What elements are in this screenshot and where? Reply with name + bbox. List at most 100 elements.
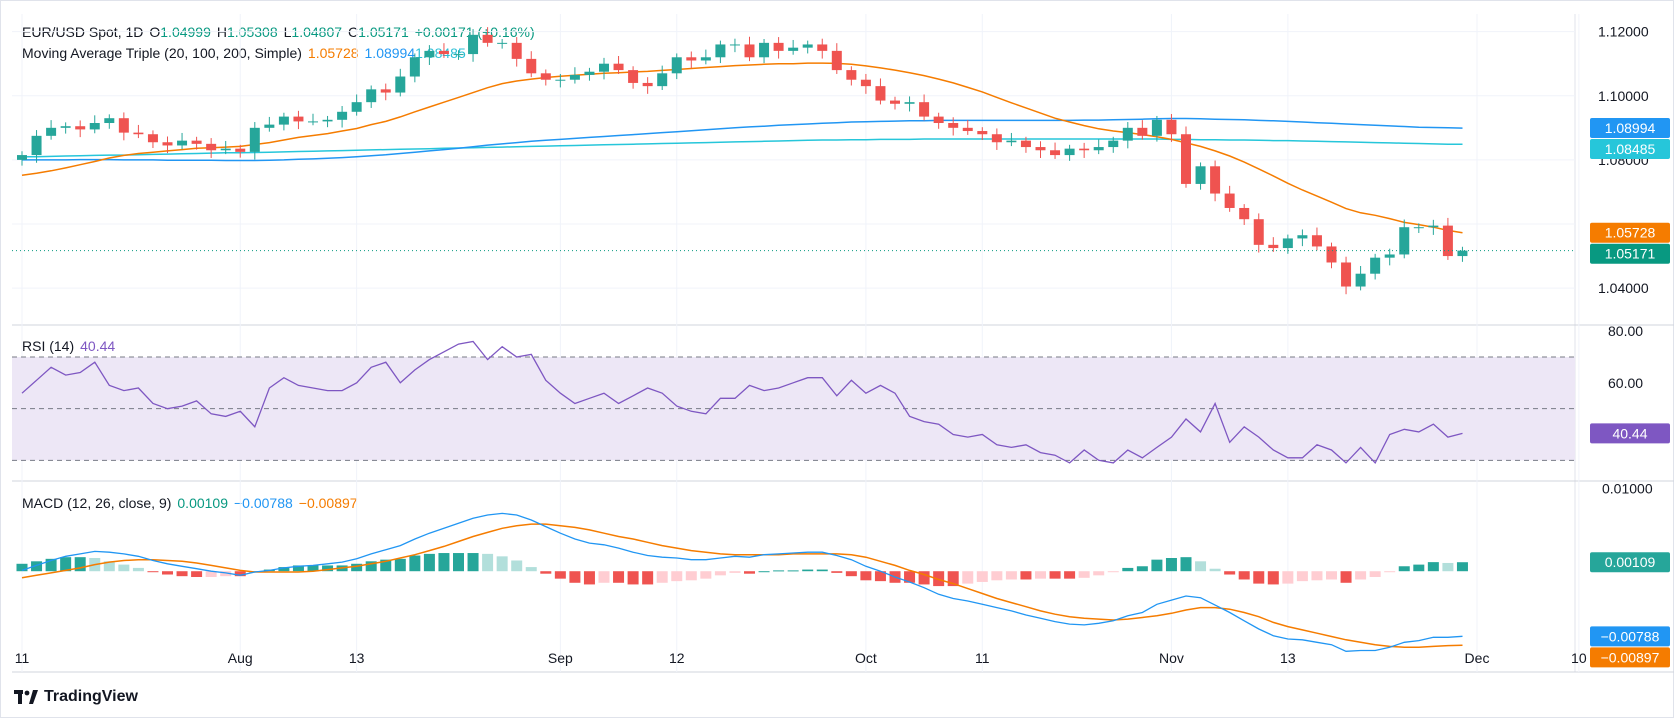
macd-histogram-bar (583, 571, 595, 585)
macd-histogram-bar (816, 569, 828, 572)
candle-body (497, 42, 508, 44)
candle-body (468, 34, 479, 55)
macd-histogram-bar (1035, 571, 1046, 579)
candle-body (729, 44, 740, 46)
candle-body (1006, 140, 1017, 143)
candle-body (846, 70, 857, 80)
macd-histogram-bar (613, 571, 625, 583)
macd-histogram-bar (1180, 557, 1192, 572)
ma100-value: 1.08994 (364, 45, 416, 61)
x-tick-label: 10 (1571, 650, 1587, 666)
candle-body (60, 126, 71, 128)
candle-body (1384, 254, 1395, 258)
rsi-legend: RSI (14) 40.44 (22, 337, 121, 355)
ma20-line (21, 62, 1463, 234)
candle-body (759, 42, 770, 58)
macd-histogram-bar (729, 571, 741, 573)
candle-body (977, 131, 988, 135)
rsi-band (12, 357, 1575, 461)
rsi-y-tick-label: 80.00 (1608, 323, 1643, 339)
candle-body (657, 73, 668, 87)
candle-body (700, 57, 711, 61)
candle-body (1137, 127, 1148, 136)
macd-histogram-bar (540, 571, 552, 574)
candle-body (555, 79, 566, 81)
macd-histogram-bar (423, 553, 435, 572)
macd-histogram-bar (1005, 571, 1017, 580)
candle-body (1181, 134, 1191, 184)
candle-body (482, 34, 493, 43)
macd-line-value: −0.00788 (234, 495, 293, 511)
macd-histogram-bar (1064, 571, 1076, 579)
macd-histogram-bar (1369, 571, 1381, 577)
x-tick-label: 12 (669, 650, 685, 666)
macd-value-tag: 0.00109 (1605, 554, 1656, 570)
macd-histogram-bar (962, 571, 974, 584)
x-tick-label: Nov (1159, 650, 1184, 666)
macd-histogram-bar (351, 563, 363, 572)
macd-histogram-bar (467, 553, 479, 572)
tradingview-logo[interactable]: TradingView (14, 688, 138, 706)
macd-histogram-bar (627, 571, 639, 585)
macd-histogram-bar (292, 565, 304, 572)
x-tick-label: 13 (1280, 650, 1296, 666)
candle-body (104, 118, 115, 124)
macd-histogram-bar (1195, 561, 1207, 572)
macd-histogram-bar (16, 563, 28, 572)
candle-body (744, 44, 755, 58)
price-tag-bg (1590, 118, 1670, 139)
candle-body (118, 118, 129, 133)
macd-y-tick-label: 0.01000 (1602, 481, 1653, 497)
macd-histogram-bar (933, 571, 945, 587)
rsi-value-tag-bg (1590, 423, 1670, 444)
macd-histogram-bar (1238, 571, 1250, 580)
macd-histogram-bar (874, 571, 886, 582)
macd-histogram-bar (1093, 571, 1105, 576)
candle-body (75, 126, 86, 130)
macd-histogram-bar (31, 561, 43, 572)
candle-body (1341, 262, 1352, 287)
macd-histogram-bar (380, 559, 392, 572)
macd-legend-label: MACD (12, 26, close, 9) (22, 495, 172, 511)
macd-histogram-bar (74, 557, 86, 572)
ma200-line (22, 138, 1463, 158)
candle-body (1108, 140, 1119, 148)
macd-histogram-bar (1165, 558, 1177, 572)
macd-histogram-bar (147, 571, 159, 573)
macd-histogram-bar (904, 571, 916, 583)
macd-histogram-bar (60, 557, 72, 572)
rsi-value-tag: 40.44 (1612, 425, 1647, 441)
macd-histogram-bar (438, 553, 450, 572)
candle-body (773, 42, 784, 51)
rsi-line (21, 340, 1463, 465)
x-tick-label: 11 (15, 650, 30, 666)
macd-histogram-bar (365, 561, 377, 572)
candle-body (1442, 225, 1453, 257)
ma100-line (22, 117, 1463, 162)
macd-histogram-bar (482, 553, 494, 572)
macd-histogram-bar (1413, 564, 1425, 572)
candle-body (249, 127, 260, 152)
candle-body (1151, 119, 1162, 136)
macd-histogram-bar (511, 560, 523, 572)
candle-body (278, 116, 289, 125)
price-tag-bg (1590, 222, 1670, 243)
macd-histogram-bar (1209, 568, 1221, 572)
macd-histogram-bar (307, 565, 319, 572)
candle-body (1282, 238, 1293, 249)
candle-body (1050, 150, 1061, 156)
candle-body (220, 148, 231, 151)
macd-histogram-bar (1296, 571, 1308, 582)
candle-body (424, 50, 435, 58)
candle-body (351, 102, 362, 112)
candle-body (1326, 246, 1337, 263)
candle-body (177, 140, 188, 146)
candle-body (235, 148, 246, 152)
macd-histogram-bar (569, 571, 581, 583)
candle-body (395, 76, 406, 93)
macd-histogram-bar (700, 571, 712, 579)
x-tick-label: Aug (228, 650, 253, 666)
macd-histogram-bar (1267, 571, 1279, 585)
candle-body (191, 140, 202, 144)
